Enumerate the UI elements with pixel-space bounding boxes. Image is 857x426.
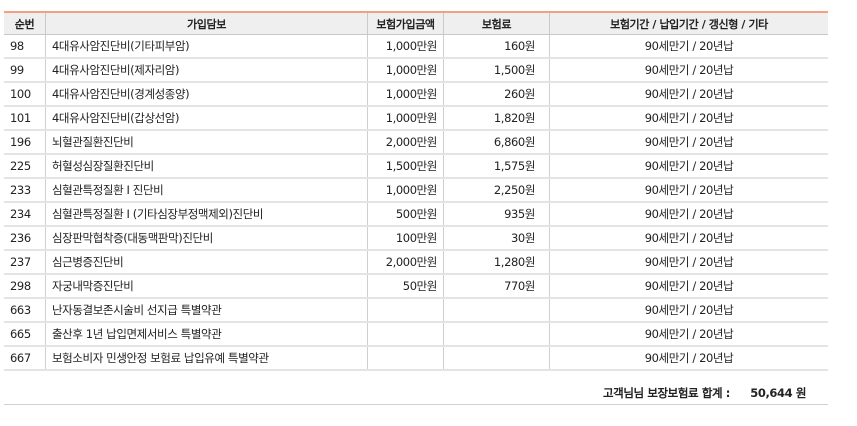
coverage-name: 심혈관특정질환 I 진단비 [45, 178, 368, 203]
row-number: 298 [4, 274, 46, 299]
coverage-name: 4대유사암진단비(기타피부암) [45, 34, 368, 59]
table-row: 101 4대유사암진단비(갑상선암) 1,000만원 1,820원 90세만기 / 20… [4, 106, 828, 131]
premium [443, 298, 550, 323]
period: 90세만기 / 20년납 [549, 154, 828, 179]
period: 90세만기 / 20년납 [549, 202, 828, 227]
table-row: 667 보험소비자 민생안정 보험료 납입유예 특별약관 90세만기 / 20년납 [4, 346, 828, 371]
row-number: 225 [4, 154, 46, 179]
premium: 260원 [443, 82, 550, 107]
col-period: 보험기간 / 납입기간 / 갱신형 / 기타 [549, 12, 828, 35]
insured-amount: 1,000만원 [367, 106, 444, 131]
insured-amount: 100만원 [367, 226, 444, 251]
coverage-name: 심근병증진단비 [45, 250, 368, 275]
table-header: 순번 가입담보 보험가입금액 보험료 보험기간 / 납입기간 / 갱신형 / 기… [4, 12, 828, 35]
insured-amount [367, 346, 444, 371]
table-row: 663 난자동결보존시술비 선지급 특별약관 90세만기 / 20년납 [4, 298, 828, 323]
col-number: 순번 [4, 12, 46, 35]
row-number: 99 [4, 58, 46, 83]
period: 90세만기 / 20년납 [549, 82, 828, 107]
row-number: 663 [4, 298, 46, 323]
period: 90세만기 / 20년납 [549, 346, 828, 371]
row-number: 234 [4, 202, 46, 227]
coverage-name: 출산후 1년 납입면제서비스 특별약관 [45, 322, 368, 347]
coverage-table: 순번 가입담보 보험가입금액 보험료 보험기간 / 납입기간 / 갱신형 / 기… [4, 11, 828, 371]
period: 90세만기 / 20년납 [549, 58, 828, 83]
total-label: 고객님님 보장보험료 합계 : [603, 386, 730, 400]
premium: 770원 [443, 274, 550, 299]
period: 90세만기 / 20년납 [549, 250, 828, 275]
coverage-name: 자궁내막증진단비 [45, 274, 368, 299]
premium: 30원 [443, 226, 550, 251]
row-number: 236 [4, 226, 46, 251]
col-amount: 보험가입금액 [367, 12, 444, 35]
premium: 935원 [443, 202, 550, 227]
row-number: 98 [4, 34, 46, 59]
row-number: 100 [4, 82, 46, 107]
row-number: 667 [4, 346, 46, 371]
insured-amount [367, 298, 444, 323]
coverage-name: 허혈성심장질환진단비 [45, 154, 368, 179]
table-row: 225 허혈성심장질환진단비 1,500만원 1,575원 90세만기 / 20년납 [4, 154, 828, 179]
insured-amount: 1,000만원 [367, 82, 444, 107]
premium: 2,250원 [443, 178, 550, 203]
table-row: 196 뇌혈관질환진단비 2,000만원 6,860원 90세만기 / 20년납 [4, 130, 828, 155]
premium [443, 322, 550, 347]
coverage-name: 난자동결보존시술비 선지급 특별약관 [45, 298, 368, 323]
table-row: 234 심혈관특정질환 I (기타심장부정맥제외)진단비 500만원 935원 90세만… [4, 202, 828, 227]
coverage-name: 보험소비자 민생안정 보험료 납입유예 특별약관 [45, 346, 368, 371]
row-number: 196 [4, 130, 46, 155]
insured-amount: 2,000만원 [367, 130, 444, 155]
premium: 1,820원 [443, 106, 550, 131]
table-row: 98 4대유사암진단비(기타피부암) 1,000만원 160원 90세만기 / 20년납 [4, 34, 828, 59]
premium: 1,575원 [443, 154, 550, 179]
table-row: 100 4대유사암진단비(경계성종양) 1,000만원 260원 90세만기 / 20년… [4, 82, 828, 107]
col-premium: 보험료 [443, 12, 550, 35]
premium: 6,860원 [443, 130, 550, 155]
table-row: 298 자궁내막증진단비 50만원 770원 90세만기 / 20년납 [4, 274, 828, 299]
premium: 160원 [443, 34, 550, 59]
table-row: 99 4대유사암진단비(제자리암) 1,000만원 1,500원 90세만기 / 20년… [4, 58, 828, 83]
insured-amount: 1,000만원 [367, 178, 444, 203]
insured-amount: 50만원 [367, 274, 444, 299]
premium: 1,500원 [443, 58, 550, 83]
coverage-name: 심장판막협착증(대동맥판막)진단비 [45, 226, 368, 251]
premium: 1,280원 [443, 250, 550, 275]
insured-amount: 500만원 [367, 202, 444, 227]
table-row: 236 심장판막협착증(대동맥판막)진단비 100만원 30원 90세만기 / 20년납 [4, 226, 828, 251]
insured-amount: 1,000만원 [367, 58, 444, 83]
insured-amount: 1,500만원 [367, 154, 444, 179]
coverage-name: 4대유사암진단비(갑상선암) [45, 106, 368, 131]
table-row: 237 심근병증진단비 2,000만원 1,280원 90세만기 / 20년납 [4, 250, 828, 275]
row-number: 233 [4, 178, 46, 203]
period: 90세만기 / 20년납 [549, 298, 828, 323]
period: 90세만기 / 20년납 [549, 322, 828, 347]
coverage-name: 뇌혈관질환진단비 [45, 130, 368, 155]
row-number: 237 [4, 250, 46, 275]
insured-amount: 2,000만원 [367, 250, 444, 275]
row-number: 665 [4, 322, 46, 347]
period: 90세만기 / 20년납 [549, 34, 828, 59]
coverage-name: 심혈관특정질환 I (기타심장부정맥제외)진단비 [45, 202, 368, 227]
table-row: 665 출산후 1년 납입면제서비스 특별약관 90세만기 / 20년납 [4, 322, 828, 347]
table-row: 233 심혈관특정질환 I 진단비 1,000만원 2,250원 90세만기 / 20년… [4, 178, 828, 203]
total-value: 50,644 원 [750, 386, 806, 400]
period: 90세만기 / 20년납 [549, 274, 828, 299]
insured-amount [367, 322, 444, 347]
coverage-name: 4대유사암진단비(제자리암) [45, 58, 368, 83]
period: 90세만기 / 20년납 [549, 178, 828, 203]
row-number: 101 [4, 106, 46, 131]
col-coverage: 가입담보 [45, 12, 368, 35]
coverage-name: 4대유사암진단비(경계성종양) [45, 82, 368, 107]
period: 90세만기 / 20년납 [549, 106, 828, 131]
insured-amount: 1,000만원 [367, 34, 444, 59]
premium [443, 346, 550, 371]
premium-total: 고객님님 보장보험료 합계 : 50,644 원 [4, 380, 828, 405]
period: 90세만기 / 20년납 [549, 226, 828, 251]
period: 90세만기 / 20년납 [549, 130, 828, 155]
